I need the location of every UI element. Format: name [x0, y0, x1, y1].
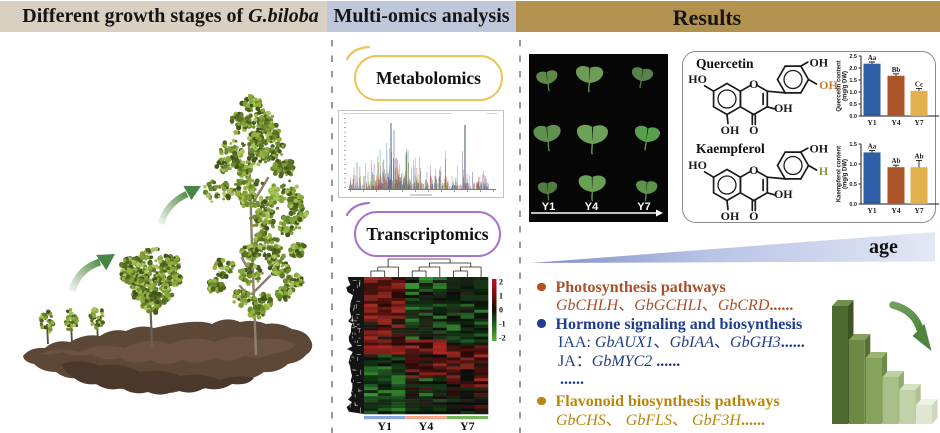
svg-text:Quercetin content: Quercetin content	[837, 60, 843, 111]
svg-text:Y1: Y1	[377, 419, 392, 433]
svg-text:-1: -1	[499, 320, 506, 329]
svg-text:0: 0	[499, 306, 503, 315]
svg-text:Y4: Y4	[419, 419, 434, 433]
svg-text:1.0: 1.0	[849, 162, 857, 168]
svg-text:HO: HO	[688, 72, 707, 86]
svg-text:O: O	[749, 163, 758, 177]
svg-text:HO: HO	[688, 158, 707, 172]
svg-text:1: 1	[499, 292, 503, 301]
svg-text:Y7: Y7	[460, 419, 475, 433]
svg-text:Cc: Cc	[915, 80, 923, 88]
svg-text:Bb: Bb	[892, 66, 901, 74]
svg-text:O: O	[749, 123, 758, 137]
svg-text:OH: OH	[809, 56, 828, 70]
svg-text:Ab: Ab	[892, 157, 901, 165]
svg-text:1.5: 1.5	[849, 78, 857, 84]
svg-text:2.0: 2.0	[849, 66, 857, 72]
svg-text:O: O	[749, 77, 758, 91]
svg-text:Y4: Y4	[891, 118, 900, 127]
svg-text:Y1: Y1	[867, 206, 876, 215]
svg-text:Y7: Y7	[914, 206, 923, 215]
svg-text:Kaempferol content: Kaempferol content	[837, 146, 843, 202]
svg-text:H: H	[819, 164, 829, 178]
svg-text:1.0: 1.0	[849, 90, 857, 96]
svg-text:Y1: Y1	[542, 201, 555, 213]
svg-text:OH: OH	[721, 123, 740, 137]
svg-text:Ab: Ab	[915, 152, 924, 160]
svg-text:Y7: Y7	[914, 118, 923, 127]
svg-text:O: O	[749, 209, 758, 223]
svg-text:OH: OH	[721, 209, 740, 223]
svg-text:2: 2	[499, 278, 503, 287]
svg-text:OH: OH	[819, 78, 838, 92]
svg-text:Aa: Aa	[868, 54, 877, 62]
svg-text:OH: OH	[809, 142, 828, 156]
svg-text:Y4: Y4	[585, 201, 599, 213]
svg-text:2.5: 2.5	[849, 54, 857, 60]
svg-text:OH: OH	[774, 187, 793, 201]
svg-text:(mg/g DW): (mg/g DW)	[843, 71, 849, 101]
svg-text:Y4: Y4	[891, 206, 900, 215]
svg-text:1.5: 1.5	[849, 142, 857, 148]
svg-text:0.5: 0.5	[849, 102, 857, 108]
svg-text:OH: OH	[774, 101, 793, 115]
svg-text:Y1: Y1	[867, 118, 876, 127]
svg-text:Y7: Y7	[637, 201, 650, 213]
svg-text:-2: -2	[499, 334, 506, 343]
svg-text:(mg/g DW): (mg/g DW)	[843, 159, 849, 189]
svg-text:0.0: 0.0	[849, 114, 857, 120]
svg-text:Aa: Aa	[868, 142, 877, 150]
svg-text:0.5: 0.5	[849, 182, 857, 188]
svg-text:0.0: 0.0	[849, 202, 857, 208]
